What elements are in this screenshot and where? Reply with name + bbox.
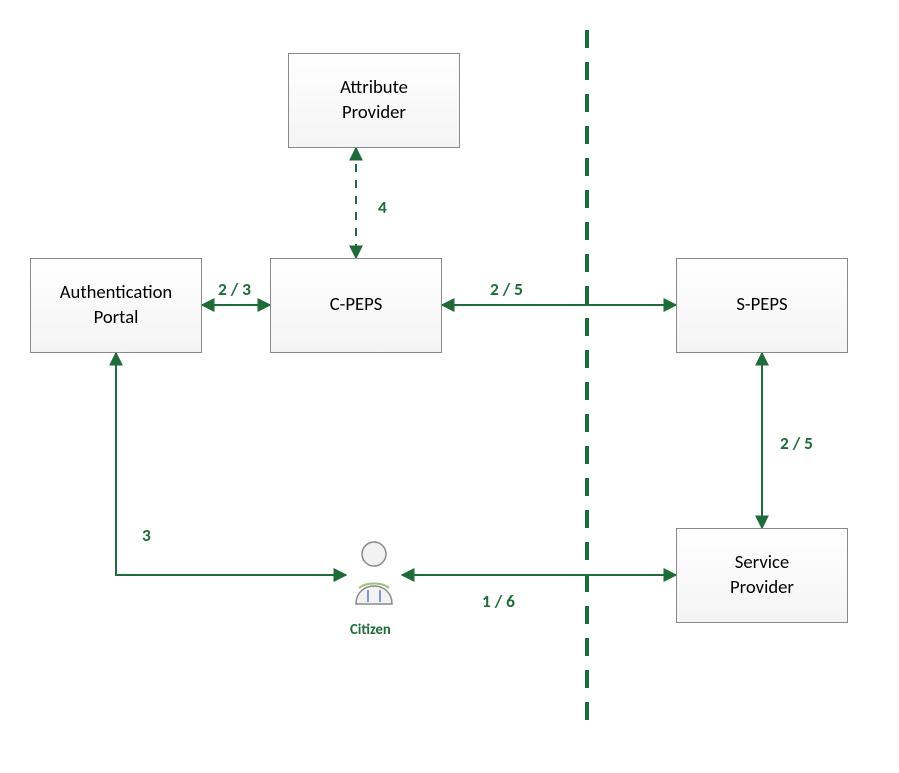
node-label: S-PEPS — [736, 293, 787, 317]
edge-label-2-3: 2 / 3 — [218, 278, 251, 300]
node-speps: S-PEPS — [676, 258, 848, 353]
edge-label-4: 4 — [378, 196, 387, 218]
edge-label-2-5-top: 2 / 5 — [490, 278, 523, 300]
edge-label-1-6: 1 / 6 — [482, 590, 515, 612]
node-cpeps: C-PEPS — [270, 258, 442, 353]
citizen-label: Citizen — [350, 620, 391, 638]
node-service-provider: ServiceProvider — [676, 528, 848, 623]
node-label: AttributeProvider — [340, 76, 408, 125]
edge-label-2-5-right: 2 / 5 — [780, 432, 813, 454]
node-label: AuthenticationPortal — [60, 281, 172, 330]
node-authentication-portal: AuthenticationPortal — [30, 258, 202, 353]
node-attribute-provider: AttributeProvider — [288, 53, 460, 148]
node-label: C-PEPS — [330, 293, 383, 317]
edge-label-3: 3 — [142, 524, 151, 546]
node-label: ServiceProvider — [730, 551, 794, 600]
